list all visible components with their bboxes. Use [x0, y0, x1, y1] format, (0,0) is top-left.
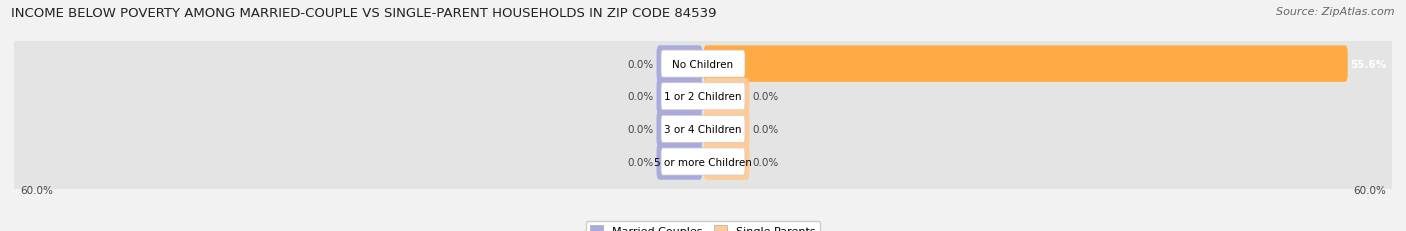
Text: 0.0%: 0.0%	[627, 157, 654, 167]
FancyBboxPatch shape	[661, 148, 745, 175]
FancyBboxPatch shape	[657, 111, 703, 148]
FancyBboxPatch shape	[661, 83, 745, 110]
Text: 0.0%: 0.0%	[627, 92, 654, 102]
Text: 0.0%: 0.0%	[627, 124, 654, 134]
Text: 55.6%: 55.6%	[1351, 59, 1386, 69]
FancyBboxPatch shape	[703, 111, 749, 148]
Text: 1 or 2 Children: 1 or 2 Children	[664, 92, 742, 102]
FancyBboxPatch shape	[11, 32, 1395, 97]
FancyBboxPatch shape	[11, 97, 1395, 162]
Text: 0.0%: 0.0%	[752, 92, 779, 102]
FancyBboxPatch shape	[657, 79, 703, 115]
FancyBboxPatch shape	[657, 144, 703, 180]
Text: INCOME BELOW POVERTY AMONG MARRIED-COUPLE VS SINGLE-PARENT HOUSEHOLDS IN ZIP COD: INCOME BELOW POVERTY AMONG MARRIED-COUPL…	[11, 7, 717, 20]
FancyBboxPatch shape	[11, 64, 1395, 130]
Text: 0.0%: 0.0%	[627, 59, 654, 69]
Text: 0.0%: 0.0%	[752, 124, 779, 134]
FancyBboxPatch shape	[703, 144, 749, 180]
Text: No Children: No Children	[672, 59, 734, 69]
Text: 3 or 4 Children: 3 or 4 Children	[664, 124, 742, 134]
Text: 60.0%: 60.0%	[20, 185, 52, 195]
FancyBboxPatch shape	[661, 51, 745, 78]
FancyBboxPatch shape	[661, 116, 745, 143]
Text: 5 or more Children: 5 or more Children	[654, 157, 752, 167]
FancyBboxPatch shape	[703, 79, 749, 115]
FancyBboxPatch shape	[657, 46, 703, 82]
Text: Source: ZipAtlas.com: Source: ZipAtlas.com	[1277, 7, 1395, 17]
Legend: Married Couples, Single Parents: Married Couples, Single Parents	[586, 221, 820, 231]
FancyBboxPatch shape	[703, 46, 1348, 82]
FancyBboxPatch shape	[11, 129, 1395, 195]
Text: 0.0%: 0.0%	[752, 157, 779, 167]
Text: 60.0%: 60.0%	[1354, 185, 1386, 195]
